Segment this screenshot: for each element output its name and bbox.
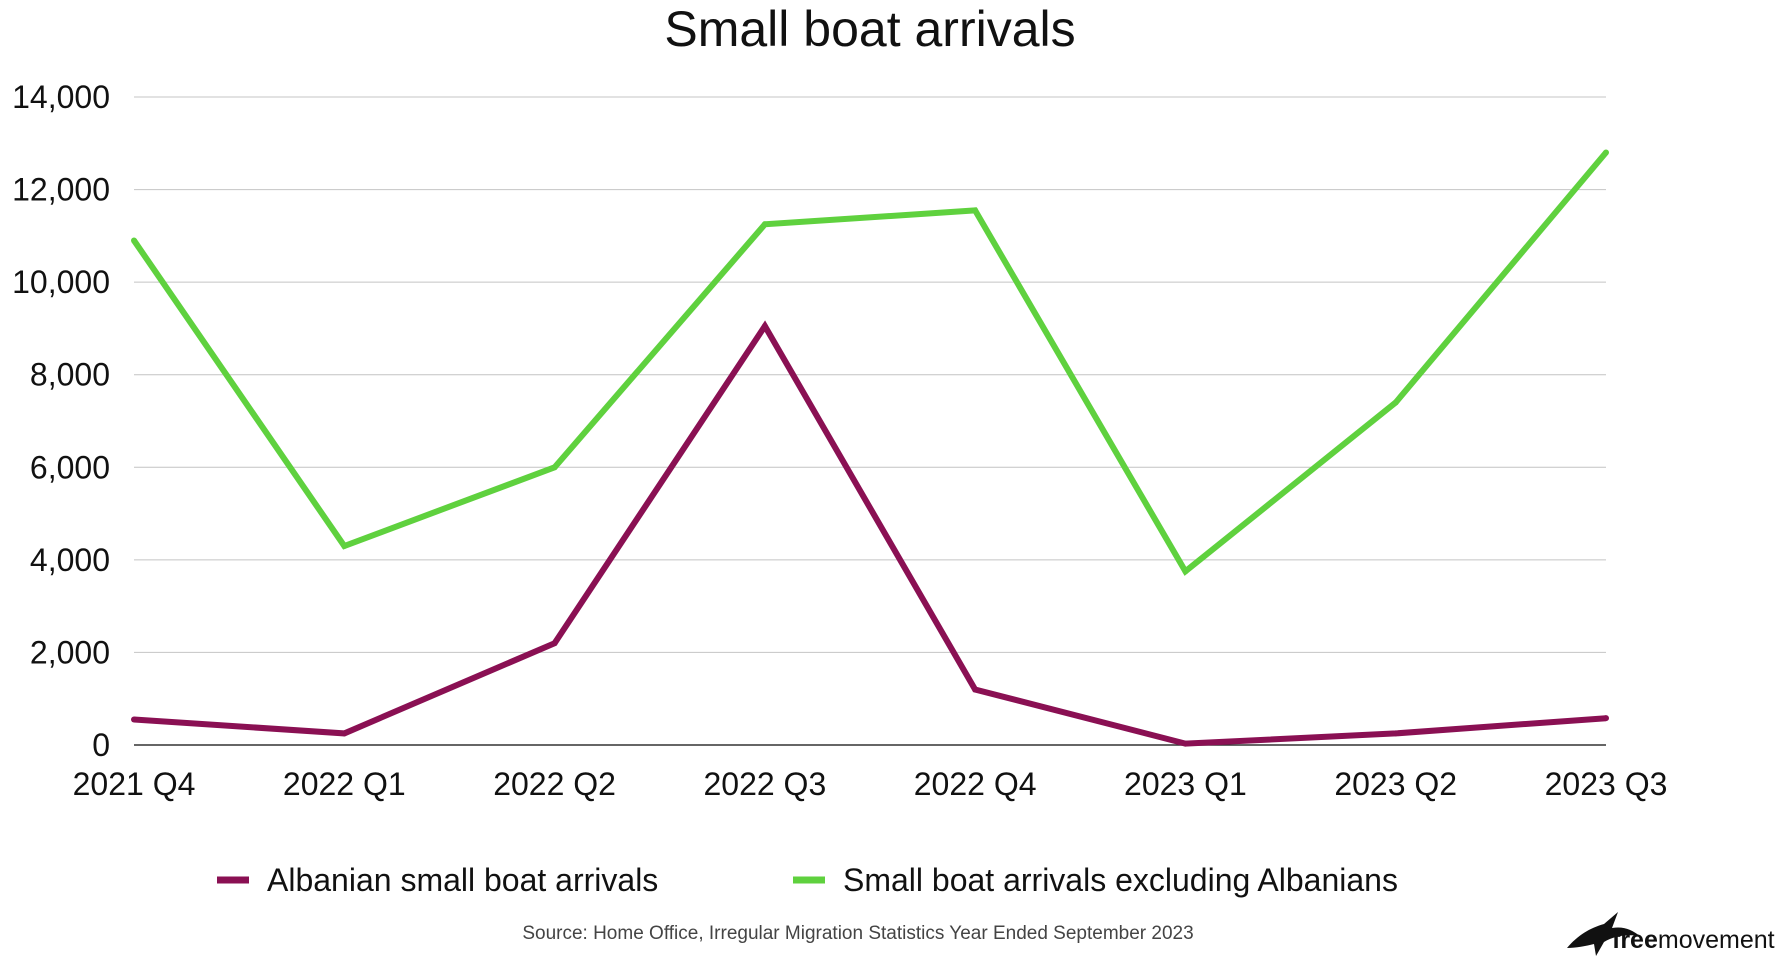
data-point [1392, 730, 1399, 737]
y-tick-label: 10,000 [12, 264, 110, 300]
y-tick-label: 4,000 [30, 542, 110, 578]
y-tick-label: 12,000 [12, 172, 110, 208]
data-point [1603, 149, 1609, 156]
x-tick-label: 2022 Q3 [703, 766, 826, 802]
x-tick-label: 2023 Q2 [1334, 766, 1457, 802]
data-point [1182, 740, 1189, 747]
y-tick-label: 14,000 [12, 79, 110, 115]
legend-label: Albanian small boat arrivals [267, 862, 658, 898]
y-tick-label: 6,000 [30, 449, 110, 485]
x-axis-tick-labels: 2021 Q4 2022 Q1 2022 Q2 2022 Q3 2022 Q4 2023 … [73, 766, 1668, 802]
y-tick-label: 8,000 [30, 357, 110, 393]
x-tick-label: 2023 Q1 [1124, 766, 1247, 802]
data-point [341, 542, 348, 549]
series-line-1 [133, 320, 1607, 747]
data-point [761, 323, 768, 330]
logo-text-bold: free [1612, 926, 1658, 954]
bird-icon [1567, 912, 1640, 956]
y-axis-tick-labels: 0 2,000 4,000 6,000 8,000 10,000 12,000 14,000 [12, 79, 110, 763]
legend-label: Small boat arrivals excluding Albanians [843, 862, 1398, 898]
series-lines [131, 149, 1609, 747]
y-tick-label: 0 [92, 727, 110, 763]
series-line-2 [131, 150, 1609, 576]
legend: Albanian small boat arrivals Small boat a… [217, 862, 1398, 898]
data-point [1603, 715, 1609, 722]
gridlines [134, 96, 1606, 653]
y-tick-label: 2,000 [30, 634, 110, 670]
chart-title: Small boat arrivals [664, 1, 1075, 57]
x-tick-label: 2022 Q2 [493, 766, 616, 802]
data-point [1182, 568, 1189, 575]
x-tick-label: 2023 Q3 [1545, 766, 1668, 802]
logo-text: freemovement [1612, 926, 1775, 954]
x-tick-label: 2022 Q4 [914, 766, 1037, 802]
data-point [551, 464, 558, 471]
x-tick-label: 2021 Q4 [73, 766, 196, 802]
source-note: Source: Home Office, Irregular Migration… [522, 923, 1193, 944]
data-point [131, 716, 137, 723]
logo-text-regular: movement [1658, 926, 1775, 954]
data-point [341, 730, 348, 737]
data-point [551, 640, 558, 647]
data-point [1392, 399, 1399, 406]
data-point [761, 221, 768, 228]
x-tick-label: 2022 Q1 [283, 766, 406, 802]
freemovement-logo: freemovement [1567, 912, 1775, 956]
data-point [131, 237, 137, 244]
data-point [972, 207, 979, 214]
data-point [972, 686, 979, 693]
